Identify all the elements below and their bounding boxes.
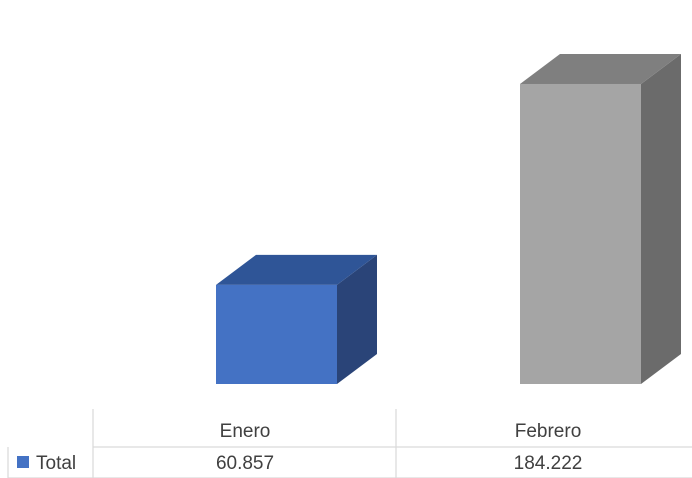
bar-top-enero	[216, 254, 377, 285]
bar-enero	[216, 254, 377, 384]
bar-top-febrero	[520, 53, 681, 84]
category-label-enero: Enero	[220, 421, 271, 442]
bar-side-febrero	[641, 53, 681, 384]
bar-front-enero	[216, 284, 337, 384]
bar-febrero	[520, 53, 681, 384]
bars-layer	[216, 53, 681, 384]
data-label-febrero: 184.222	[514, 453, 583, 474]
bar-side-enero	[337, 254, 377, 384]
legend-key-total	[17, 456, 29, 468]
category-label-febrero: Febrero	[515, 421, 582, 442]
series-label-total: Total	[36, 453, 76, 474]
bar-front-febrero	[520, 83, 641, 384]
data-table: Enero Febrero Total 60.857 184.222	[7, 409, 692, 478]
data-label-enero: 60.857	[216, 453, 274, 474]
